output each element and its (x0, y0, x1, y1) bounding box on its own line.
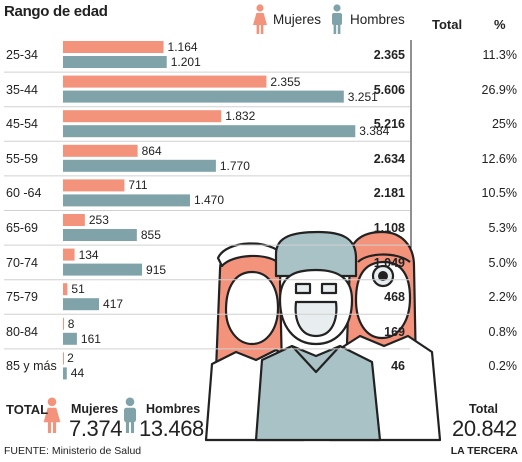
age-range-label: 55-59 (6, 151, 38, 166)
bar-mujeres (63, 317, 64, 330)
summary-total-label: TOTAL (6, 402, 49, 417)
value-label-mujeres: 134 (78, 247, 99, 262)
row-total: 5.216 (373, 117, 405, 132)
bar-hombres (63, 229, 137, 241)
row-percentage: 26.9% (481, 82, 517, 97)
bar-hombres (63, 194, 190, 207)
age-range-label: 25-34 (6, 48, 38, 62)
age-range-label: 65-69 (6, 221, 38, 235)
value-label-hombres: 855 (140, 228, 161, 242)
age-range-label: 45-54 (6, 117, 38, 132)
value-label-mujeres: 864 (141, 143, 162, 158)
value-label-hombres: 161 (80, 331, 101, 346)
bar-hombres (63, 125, 356, 138)
age-range-label: 70-74 (6, 255, 38, 270)
total-column-header: Total (432, 17, 463, 32)
value-label-mujeres: 1.164 (167, 40, 198, 54)
bar-mujeres (63, 352, 64, 365)
bar-mujeres (63, 41, 164, 53)
row-percentage: 5.3% (488, 221, 518, 235)
man-icon (124, 397, 136, 433)
summary-men-label: Hombres (146, 402, 201, 416)
row-percentage: 2.2% (488, 290, 518, 305)
bar-mujeres (63, 144, 138, 157)
value-label-hombres: 3.251 (347, 89, 378, 104)
bar-hombres (63, 367, 67, 380)
bar-hombres (63, 159, 216, 172)
age-range-label: 60 -64 (6, 186, 42, 201)
row-percentage: 0.8% (488, 324, 518, 339)
row-percentage: 11.3% (482, 48, 517, 62)
summary-grand-label: Total (469, 402, 498, 416)
bar-hombres (63, 298, 100, 311)
row-total: 2.365 (373, 48, 405, 62)
bar-mujeres (63, 283, 68, 296)
bar-mujeres (63, 75, 267, 88)
value-label-mujeres: 51 (71, 282, 85, 297)
value-label-hombres: 417 (103, 297, 124, 312)
summary-men-total: 13.468 (139, 416, 204, 441)
value-label-hombres: 1.470 (193, 193, 224, 208)
age-range-label: 75-79 (6, 290, 38, 305)
man-icon (332, 4, 342, 34)
bar-hombres (63, 90, 344, 103)
value-label-hombres: 3.384 (359, 124, 390, 139)
summary-women-total: 7.374 (69, 416, 123, 441)
healthcare-workers-illustration (204, 230, 442, 442)
summary-grand-total: 20.842 (452, 416, 517, 441)
row-percentage: 10.5% (481, 186, 517, 201)
summary-women-label: Mujeres (71, 402, 119, 416)
row-total: 2.634 (373, 151, 405, 166)
value-label-mujeres: 8 (67, 316, 75, 331)
bar-mujeres (63, 214, 85, 226)
value-label-mujeres: 2 (67, 351, 74, 366)
bar-hombres (63, 56, 167, 68)
value-label-hombres: 1.201 (170, 55, 201, 69)
woman-icon (253, 4, 267, 34)
value-label-mujeres: 2.355 (270, 74, 301, 89)
percent-column-header: % (494, 17, 506, 32)
row-total: 1.108 (373, 221, 405, 235)
value-label-hombres: 1.770 (219, 158, 250, 173)
row-total: 46 (391, 359, 405, 374)
publisher-brand: LA TERCERA (450, 445, 518, 457)
row-total: 1.049 (373, 255, 405, 270)
source-note: FUENTE: Ministerio de Salud (4, 445, 142, 457)
value-label-hombres: 44 (70, 366, 85, 381)
bar-hombres (63, 332, 77, 345)
row-percentage: 5.0% (488, 255, 518, 270)
legend-hombres-label: Hombres (350, 12, 405, 27)
row-total: 5.606 (373, 82, 405, 97)
bar-mujeres (63, 248, 75, 261)
bar-mujeres (63, 179, 125, 192)
row-total: 169 (384, 324, 405, 339)
legend-mujeres-label: Mujeres (273, 12, 322, 27)
row-total: 468 (384, 290, 405, 305)
chart-title: Rango de edad (4, 3, 108, 20)
value-label-mujeres: 711 (128, 178, 148, 193)
bar-mujeres (63, 110, 222, 123)
row-percentage: 0.2% (488, 359, 518, 374)
bar-hombres (63, 263, 143, 276)
value-label-mujeres: 1.832 (225, 109, 256, 124)
age-range-label: 80-84 (6, 324, 38, 339)
row-total: 2.181 (373, 186, 405, 201)
row-percentage: 12.6% (481, 151, 517, 166)
value-label-hombres: 915 (146, 262, 167, 277)
woman-icon (43, 397, 61, 433)
age-range-label: 85 y más (6, 359, 57, 374)
row-percentage: 25% (491, 117, 517, 132)
value-label-mujeres: 253 (88, 213, 109, 227)
age-range-label: 35-44 (6, 82, 38, 97)
